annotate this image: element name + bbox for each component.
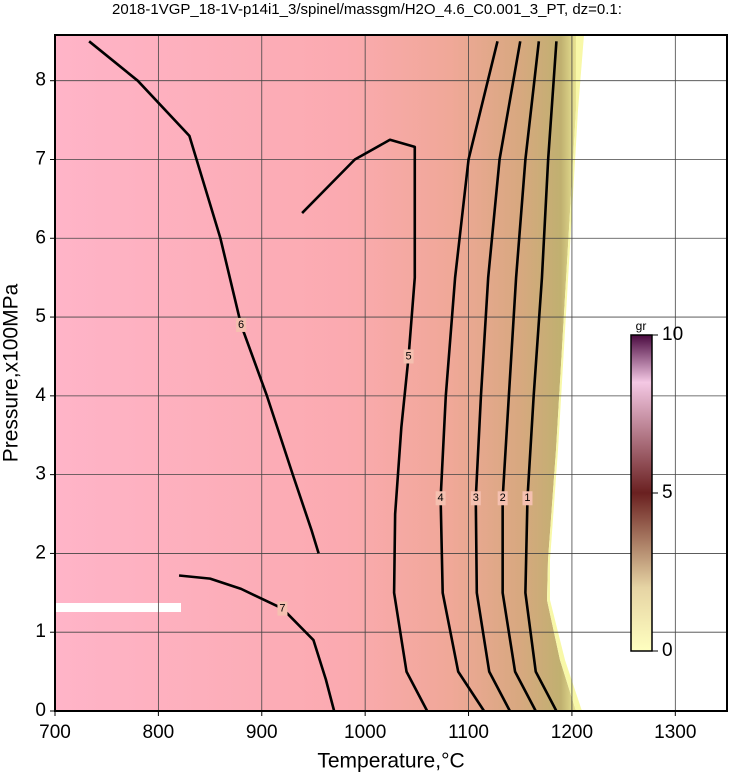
x-tick-label: 1000 xyxy=(344,722,386,743)
y-tick-label: 0 xyxy=(35,700,46,721)
contour-label: 5 xyxy=(406,350,412,362)
colorbar xyxy=(630,334,653,652)
contour-label-bg xyxy=(522,491,533,506)
field-fill xyxy=(55,35,582,711)
y-tick-label: 6 xyxy=(35,227,46,248)
contour-label: 3 xyxy=(473,492,479,504)
y-tick-label: 8 xyxy=(35,70,46,91)
contour-line xyxy=(524,41,558,712)
contour-label: 2 xyxy=(500,492,506,504)
contour-line xyxy=(501,41,541,712)
plot-frame xyxy=(54,34,728,712)
y-tick-label: 2 xyxy=(35,542,46,563)
y-tick-label: 1 xyxy=(35,621,46,642)
chart-title: 2018-1VGP_18-1V-p14i1_3/spinel/massgm/H2… xyxy=(112,1,622,18)
colorbar-tick-label: 10 xyxy=(662,324,683,345)
colorbar-label: gr xyxy=(636,319,647,333)
contour-label: 6 xyxy=(238,319,244,331)
y-tick-label: 4 xyxy=(35,385,46,406)
contour-label-bg xyxy=(435,491,446,506)
x-tick-label: 700 xyxy=(39,722,71,743)
y-axis-label: Pressure,x100MPa xyxy=(0,283,23,462)
contour-label-bg xyxy=(470,491,481,506)
x-axis-label: Temperature,°C xyxy=(317,750,464,773)
contour-label: 7 xyxy=(279,602,285,614)
colorbar-tick-label: 0 xyxy=(662,640,673,661)
contour-label-bg xyxy=(497,491,508,506)
x-tick-label: 900 xyxy=(246,722,278,743)
contour-line xyxy=(474,41,522,712)
contour-label: 1 xyxy=(524,492,530,504)
x-tick-label: 800 xyxy=(143,722,175,743)
x-tick-label: 1200 xyxy=(551,722,593,743)
x-tick-label: 1300 xyxy=(654,722,696,743)
contour-line xyxy=(301,138,429,712)
colorbar-tick-label: 5 xyxy=(662,482,673,503)
contour-label: 4 xyxy=(438,492,444,504)
contour-label-bg xyxy=(277,601,288,616)
contour-line xyxy=(439,40,499,712)
y-tick-label: 5 xyxy=(35,306,46,327)
contour-label-bg xyxy=(403,349,414,364)
y-tick-label: 7 xyxy=(35,149,46,170)
contour-label-bg xyxy=(236,317,247,332)
x-tick-label: 1100 xyxy=(448,722,489,743)
blank-strip xyxy=(55,603,181,612)
y-tick-label: 3 xyxy=(35,464,46,485)
